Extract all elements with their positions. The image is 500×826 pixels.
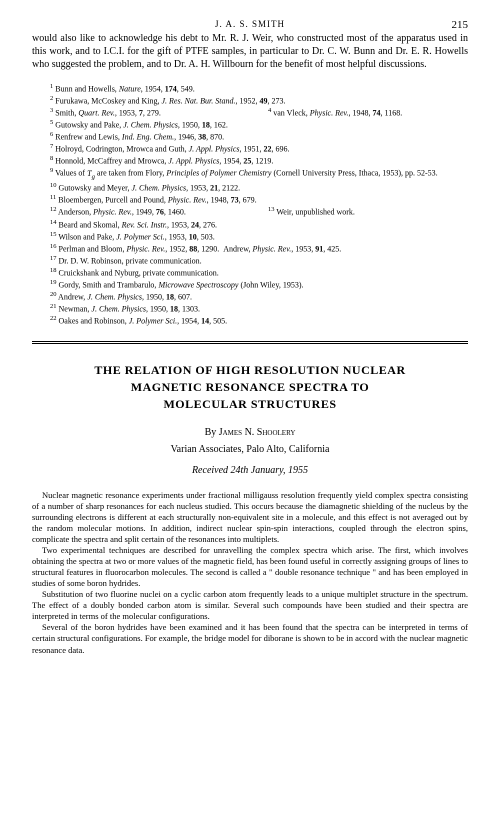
- reference-item: 13 Weir, unpublished work.: [268, 206, 468, 218]
- reference-item: 1 Bunn and Howells, Nature, 1954, 174, 5…: [50, 83, 468, 95]
- abstract-paragraph: Two experimental techniques are describe…: [32, 545, 468, 589]
- reference-item: 3 Smith, Quart. Rev., 1953, 7, 279.: [50, 107, 250, 119]
- byline: By James N. Shoolery: [32, 426, 468, 440]
- reference-row: 12 Anderson, Physic. Rev., 1949, 76, 146…: [50, 206, 468, 218]
- title-line: THE RELATION OF HIGH RESOLUTION NUCLEAR: [32, 362, 468, 379]
- acknowledgment-paragraph: would also like to acknowledge his debt …: [32, 32, 468, 71]
- reference-item: 19 Gordy, Smith and Trambarulo, Microwav…: [50, 279, 468, 291]
- reference-item: 8 Honnold, McCaffrey and Mrowca, J. Appl…: [50, 155, 468, 167]
- reference-item: 7 Holroyd, Codrington, Mrowca and Guth, …: [50, 143, 468, 155]
- reference-item: 10 Gutowsky and Meyer, J. Chem. Physics,…: [50, 182, 468, 194]
- reference-item: 9 Values of Tg are taken from Flory, Pri…: [50, 167, 468, 182]
- article-title: THE RELATION OF HIGH RESOLUTION NUCLEAR …: [32, 362, 468, 412]
- author-name: James N. Shoolery: [219, 427, 296, 438]
- reference-item: 11 Bloembergen, Purcell and Pound, Physi…: [50, 194, 468, 206]
- reference-item: 21 Newman, J. Chem. Physics, 1950, 18, 1…: [50, 303, 468, 315]
- reference-item: 6 Renfrew and Lewis, Ind. Eng. Chem., 19…: [50, 131, 468, 143]
- abstract-paragraph: Several of the boron hydrides have been …: [32, 622, 468, 655]
- abstract-paragraph: Nuclear magnetic resonance experiments u…: [32, 490, 468, 545]
- title-line: MAGNETIC RESONANCE SPECTRA TO: [32, 379, 468, 396]
- reference-item: 16 Perlman and Bloom, Physic. Rev., 1952…: [50, 243, 468, 255]
- received-date: Received 24th January, 1955: [32, 464, 468, 478]
- by-label: By: [205, 427, 217, 438]
- reference-item: 5 Gutowsky and Pake, J. Chem. Physics, 1…: [50, 119, 468, 131]
- reference-item: 22 Oakes and Robinson, J. Polymer Sci., …: [50, 315, 468, 327]
- reference-item: 15 Wilson and Pake, J. Polymer Sci., 195…: [50, 231, 468, 243]
- references-list: 1 Bunn and Howells, Nature, 1954, 174, 5…: [50, 83, 468, 327]
- affiliation: Varian Associates, Palo Alto, California: [32, 443, 468, 457]
- abstract-paragraph: Substitution of two fluorine nuclei on a…: [32, 589, 468, 622]
- abstract: Nuclear magnetic resonance experiments u…: [32, 490, 468, 656]
- reference-item: 2 Furukawa, McCoskey and King, J. Res. N…: [50, 95, 468, 107]
- reference-row: 3 Smith, Quart. Rev., 1953, 7, 279. 4 van…: [50, 107, 468, 119]
- reference-item: 12 Anderson, Physic. Rev., 1949, 76, 146…: [50, 206, 250, 218]
- header-author: J. A. S. SMITH: [215, 19, 285, 29]
- title-line: MOLECULAR STRUCTURES: [32, 396, 468, 413]
- reference-item: 4 van Vleck, Physic. Rev., 1948, 74, 116…: [268, 107, 468, 119]
- running-header: J. A. S. SMITH 215: [32, 18, 468, 30]
- reference-item: 18 Cruickshank and Nyburg, private commu…: [50, 267, 468, 279]
- reference-item: 14 Beard and Skomal, Rev. Sci. Instr., 1…: [50, 219, 468, 231]
- reference-item: 17 Dr. D. W. Robinson, private communica…: [50, 255, 468, 267]
- reference-item: 20 Andrew, J. Chem. Physics, 1950, 18, 6…: [50, 291, 468, 303]
- page-number: 215: [452, 18, 469, 33]
- section-divider: [32, 341, 468, 344]
